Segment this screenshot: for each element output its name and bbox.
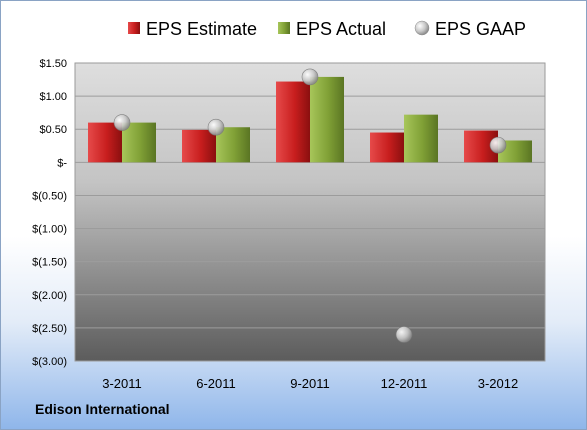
gaap-marker bbox=[113, 114, 131, 131]
y-tick-label: $(3.00) bbox=[32, 356, 67, 368]
y-tick-label: $0.50 bbox=[39, 124, 67, 136]
bars bbox=[88, 76, 532, 163]
bar-estimate bbox=[370, 132, 404, 163]
legend-item-gaap: EPS GAAP bbox=[414, 19, 526, 39]
legend-item-estimate: EPS Estimate bbox=[128, 19, 257, 39]
company-name: Edison International bbox=[35, 401, 170, 417]
bar-actual bbox=[122, 122, 156, 163]
y-tick-label: $1.50 bbox=[39, 58, 67, 70]
bar-estimate bbox=[276, 81, 310, 163]
gaap-marker bbox=[395, 326, 413, 343]
x-tick-label: 3-2012 bbox=[478, 376, 518, 391]
y-tick-label: $- bbox=[57, 157, 67, 169]
gaap-marker bbox=[489, 136, 507, 154]
gaap-marker bbox=[301, 68, 319, 86]
legend-label-actual: EPS Actual bbox=[296, 19, 386, 39]
y-tick-label: $(2.00) bbox=[32, 290, 67, 302]
y-tick-label: $1.00 bbox=[39, 91, 67, 103]
gaap-marker bbox=[207, 118, 225, 136]
y-axis-labels: $1.50 $1.00 $0.50 $- $(0.50) $(1.00) $(1.50) $(… bbox=[32, 58, 67, 368]
legend-swatch-estimate bbox=[128, 22, 140, 34]
legend-label-estimate: EPS Estimate bbox=[146, 19, 257, 39]
bar-estimate bbox=[182, 129, 216, 163]
gaap-markers bbox=[113, 68, 507, 343]
y-tick-label: $(2.50) bbox=[32, 323, 67, 335]
legend-swatch-gaap bbox=[414, 20, 430, 36]
y-tick-label: $(1.50) bbox=[32, 257, 67, 269]
x-tick-label: 3-2011 bbox=[102, 376, 142, 391]
bar-actual bbox=[404, 114, 438, 163]
legend-swatch-actual bbox=[278, 22, 290, 34]
legend-label-gaap: EPS GAAP bbox=[435, 19, 526, 39]
bar-actual bbox=[498, 140, 532, 163]
y-tick-label: $(1.00) bbox=[32, 224, 67, 236]
legend-item-actual: EPS Actual bbox=[278, 19, 386, 39]
bar-actual bbox=[310, 76, 344, 163]
legend: EPS Estimate EPS Actual EPS GAAP bbox=[128, 19, 526, 39]
bar-estimate bbox=[88, 122, 122, 163]
x-tick-label: 9-2011 bbox=[290, 376, 330, 391]
x-axis-labels: 3-2011 6-2011 9-2011 12-2011 3-2012 bbox=[102, 376, 518, 391]
y-tick-label: $(0.50) bbox=[32, 190, 67, 202]
x-tick-label: 6-2011 bbox=[196, 376, 236, 391]
x-tick-label: 12-2011 bbox=[381, 376, 428, 391]
